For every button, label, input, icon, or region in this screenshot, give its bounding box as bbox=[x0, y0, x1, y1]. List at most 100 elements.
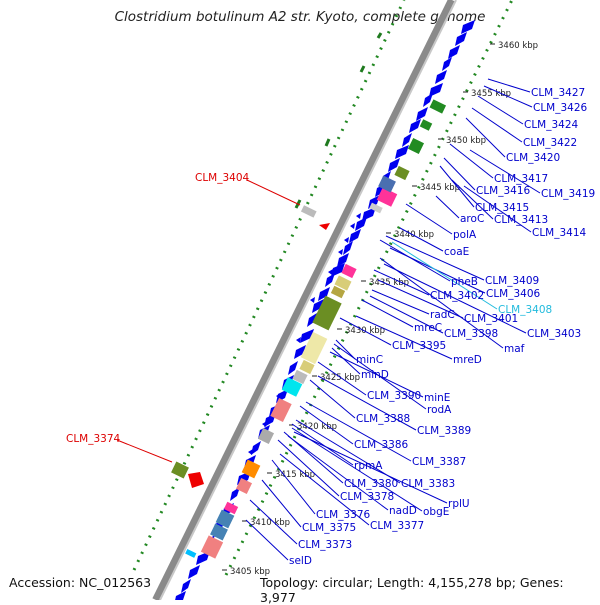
leader-line bbox=[399, 227, 444, 252]
feature-green2 bbox=[419, 119, 433, 131]
gene-arrow-small bbox=[262, 421, 267, 427]
gene-label-pola: polA bbox=[453, 229, 477, 241]
gene-label-radc: radC bbox=[430, 309, 455, 321]
gene-arrow bbox=[435, 70, 447, 84]
gene-label-clm-3390: CLM_3390 bbox=[367, 390, 421, 402]
gene-label-clm-3414: CLM_3414 bbox=[532, 227, 587, 239]
feature-steelblue bbox=[215, 509, 235, 529]
map-title: Clostridium botulinum A2 str. Kyoto, com… bbox=[114, 9, 486, 25]
gene-label-rpma: rpmA bbox=[354, 460, 383, 472]
leader-line bbox=[405, 203, 453, 235]
gene-label-clm-3383: CLM_3383 bbox=[401, 478, 455, 490]
gene-arrow bbox=[288, 361, 298, 375]
gene-label-mine: minE bbox=[424, 392, 450, 404]
feature-cyan2 bbox=[185, 549, 197, 558]
pseudo-olive bbox=[171, 461, 189, 479]
leader-line bbox=[355, 315, 453, 360]
pseudo-red-block bbox=[188, 472, 204, 488]
gene-label-maf: maf bbox=[504, 343, 525, 355]
gene-label-mrec: mreC bbox=[414, 322, 442, 334]
feature-khaki2 bbox=[330, 285, 346, 299]
gc-dash-marks bbox=[294, 32, 383, 209]
gene-label-clm-3403: CLM_3403 bbox=[527, 328, 581, 340]
kbp-tick-label: 3410 kbp bbox=[250, 518, 290, 528]
gene-label-aroc: aroC bbox=[460, 213, 484, 225]
leader-line bbox=[339, 317, 392, 346]
gene-arrow bbox=[349, 229, 361, 243]
feature-grey3 bbox=[257, 427, 275, 445]
genome-backbone bbox=[152, 0, 456, 600]
gene-label-minc: minC bbox=[356, 354, 383, 366]
leader-line bbox=[449, 143, 494, 179]
gene-arrow bbox=[448, 45, 460, 59]
leader-line bbox=[379, 239, 451, 282]
gene-arrow bbox=[318, 287, 330, 301]
gene-arrow bbox=[325, 273, 335, 287]
gene-label-nadd: nadD bbox=[389, 505, 417, 517]
gene-label-obge: obgE bbox=[423, 506, 449, 518]
gene-arrow bbox=[251, 441, 261, 455]
gene-label-clm-3380: CLM_3380 bbox=[344, 478, 398, 490]
leader-line bbox=[299, 405, 354, 445]
gene-arrow bbox=[230, 487, 240, 501]
gene-label-clm-3377: CLM_3377 bbox=[370, 520, 424, 532]
gene-label-clm-3404: CLM_3404 bbox=[195, 172, 250, 184]
gene-label-clm-3386: CLM_3386 bbox=[354, 439, 409, 451]
gene-arrow bbox=[188, 565, 200, 579]
leader-line bbox=[279, 453, 370, 526]
gene-label-clm-3401: CLM_3401 bbox=[464, 313, 518, 325]
leader-line bbox=[435, 195, 460, 219]
leader-line bbox=[465, 117, 506, 158]
gene-label-clm-3427: CLM_3427 bbox=[531, 87, 585, 99]
kbp-tick-label: 3455 kbp bbox=[471, 89, 511, 99]
leader-line bbox=[261, 479, 302, 528]
gene-label-clm-3406: CLM_3406 bbox=[486, 288, 541, 300]
leader-line bbox=[249, 499, 298, 545]
gene-arrow bbox=[312, 299, 324, 313]
feature-steelblue2 bbox=[210, 523, 228, 541]
kbp-tick-label: 3420 kbp bbox=[297, 422, 337, 432]
kbp-tick-label: 3445 kbp bbox=[420, 183, 460, 193]
leader-line bbox=[373, 269, 430, 296]
gene-arrow bbox=[175, 591, 186, 600]
genome-backbone-highlight bbox=[159, 0, 457, 600]
gene-label-pheb: pheB bbox=[451, 276, 478, 288]
feature-salmon bbox=[270, 397, 292, 423]
leader-line bbox=[451, 179, 494, 220]
leader-line bbox=[287, 435, 389, 511]
leader-line bbox=[293, 431, 448, 504]
gene-arrow bbox=[343, 241, 353, 255]
gene-label-clm-3426: CLM_3426 bbox=[533, 102, 588, 114]
feature-khaki bbox=[334, 275, 352, 291]
feature-pink-rna bbox=[341, 263, 357, 279]
gene-arrow bbox=[388, 158, 400, 172]
gene-label-clm-3376: CLM_3376 bbox=[316, 509, 371, 521]
gene-label-seld: selD bbox=[289, 555, 312, 567]
leader-line bbox=[317, 375, 417, 431]
gene-arrow-small bbox=[356, 213, 361, 219]
feature-green3 bbox=[429, 99, 447, 114]
gene-arrow-small bbox=[338, 249, 343, 255]
gene-arrow bbox=[307, 313, 317, 327]
gene-label-clm-3398: CLM_3398 bbox=[444, 328, 498, 340]
gene-label-clm-3388: CLM_3388 bbox=[356, 413, 410, 425]
leader-line bbox=[487, 78, 531, 93]
leader-line bbox=[271, 459, 316, 515]
gene-label-clm-3374: CLM_3374 bbox=[66, 433, 121, 445]
feature-olive-large bbox=[312, 295, 342, 331]
gene-label-clm-3417: CLM_3417 bbox=[494, 173, 548, 185]
feature-blue-gradient bbox=[378, 175, 396, 193]
leader-line bbox=[385, 235, 485, 281]
gene-arrow bbox=[395, 145, 409, 159]
leader-line bbox=[295, 419, 401, 484]
leader-line bbox=[245, 519, 289, 561]
gene-arrow bbox=[362, 207, 376, 221]
leader-line bbox=[439, 165, 475, 208]
leader-line bbox=[335, 339, 356, 360]
feature-salmon2 bbox=[235, 477, 253, 495]
gene-arrow-small bbox=[350, 223, 355, 229]
kbp-tick-label: 3460 kbp bbox=[498, 41, 538, 51]
leader-line bbox=[391, 241, 498, 310]
kbp-tick-label: 3405 kbp bbox=[230, 567, 270, 577]
